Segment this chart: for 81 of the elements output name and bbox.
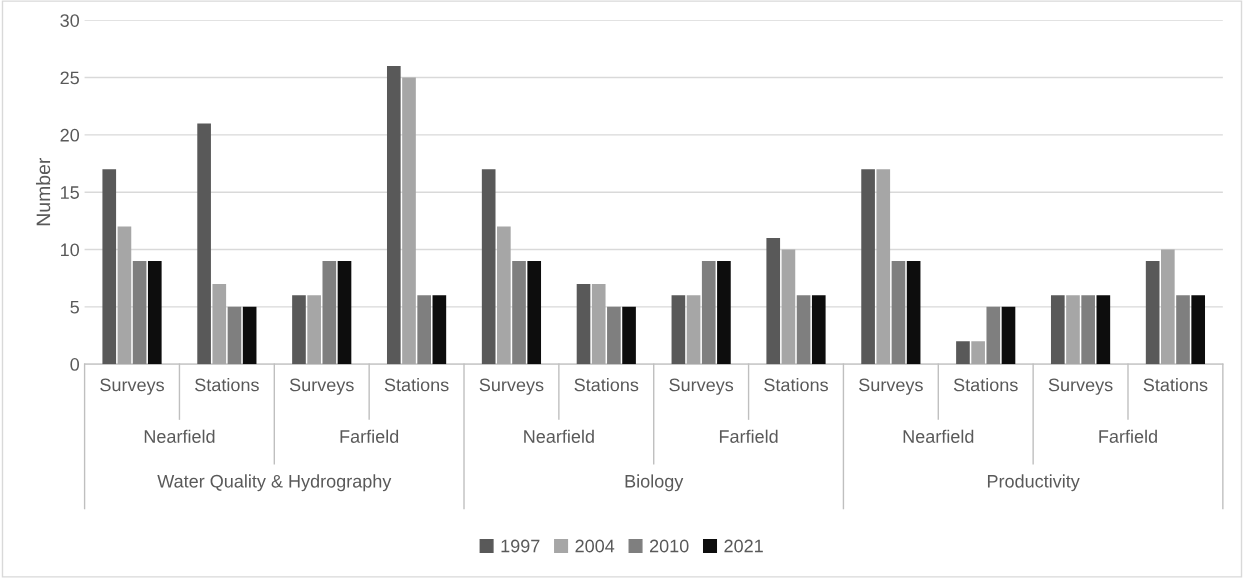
- bar: [1096, 295, 1111, 365]
- text: Nearfield: [903, 429, 974, 443]
- text: Water Quality & Hydrography: [157, 474, 392, 492]
- bar: [527, 260, 542, 365]
- bar: [481, 169, 496, 365]
- bar: [1176, 295, 1190, 365]
- bar: [497, 226, 511, 365]
- bar: [876, 169, 891, 365]
- x-tick-label: Surveys: [669, 378, 734, 395]
- x-tick-label: Surveys: [859, 378, 923, 395]
- bar: [1066, 295, 1080, 365]
- bar: [307, 295, 321, 365]
- y-tick-label: 20: [60, 128, 80, 142]
- bar: [292, 295, 306, 365]
- y-tick-label: 15: [61, 186, 79, 199]
- bar: [402, 77, 416, 365]
- x-tick-label: Stations: [195, 378, 259, 392]
- bar: [1145, 260, 1160, 365]
- x-tick-label: Surveys: [100, 378, 164, 395]
- x-tick-label: Stations: [953, 378, 1018, 392]
- x-tick-label: Surveys: [289, 378, 354, 395]
- bar: [227, 306, 242, 365]
- x-tick-label: Stations: [384, 378, 449, 392]
- bar: [417, 295, 431, 365]
- bar: [811, 295, 826, 365]
- bar: [117, 226, 132, 365]
- bar: [197, 123, 211, 365]
- bar: [781, 249, 796, 365]
- y-tick-label: 0: [70, 358, 80, 371]
- bar: [956, 341, 970, 365]
- bar: [971, 341, 985, 365]
- legend-label: 1997: [501, 539, 540, 553]
- bar: [1191, 295, 1206, 365]
- bar: [1081, 295, 1095, 365]
- y-tick-label: 25: [60, 71, 79, 85]
- bar: [512, 260, 526, 365]
- text: Productivity: [987, 474, 1080, 492]
- y-tick-label: 30: [60, 14, 80, 27]
- bar: [1161, 249, 1175, 365]
- text: Farfield: [1099, 429, 1157, 443]
- bar: [242, 306, 257, 365]
- bar: [1001, 306, 1016, 365]
- bar: [607, 306, 621, 365]
- bar: [432, 295, 447, 365]
- x-tick-label: Stations: [1143, 378, 1208, 392]
- bar: [766, 238, 781, 365]
- bar: [132, 260, 147, 365]
- bar: [701, 260, 716, 365]
- bar: [686, 295, 701, 365]
- text: Biology: [625, 474, 684, 492]
- bar: [891, 260, 906, 365]
- bar: [386, 66, 401, 365]
- bar: [102, 169, 117, 365]
- bar: [986, 306, 1001, 365]
- bar: [147, 260, 162, 365]
- bar: [212, 283, 227, 365]
- x-tick-label: Surveys: [1048, 378, 1113, 395]
- text: Nearfield: [524, 429, 594, 443]
- legend-label: 2010: [649, 539, 689, 553]
- bar: [717, 260, 731, 365]
- bar: [322, 260, 337, 365]
- bar: [622, 306, 636, 365]
- legend-label: 2004: [575, 539, 615, 553]
- bar: [576, 283, 591, 365]
- text: Nearfield: [144, 429, 215, 443]
- text: Farfield: [719, 429, 778, 443]
- y-tick-label: 5: [70, 300, 79, 314]
- bar: [906, 260, 921, 365]
- bar: [1050, 295, 1065, 365]
- x-tick-label: Surveys: [479, 378, 544, 395]
- y-axis-title: Number: [35, 157, 51, 226]
- bar: [591, 283, 606, 365]
- bar: [671, 295, 686, 365]
- bar: [861, 169, 875, 365]
- bar: [796, 295, 811, 365]
- text: Farfield: [340, 429, 399, 443]
- y-tick-label: 10: [61, 243, 80, 257]
- bar: [337, 260, 352, 365]
- legend-label: 2021: [724, 539, 763, 553]
- x-tick-label: Stations: [764, 378, 828, 392]
- x-tick-label: Stations: [574, 378, 639, 392]
